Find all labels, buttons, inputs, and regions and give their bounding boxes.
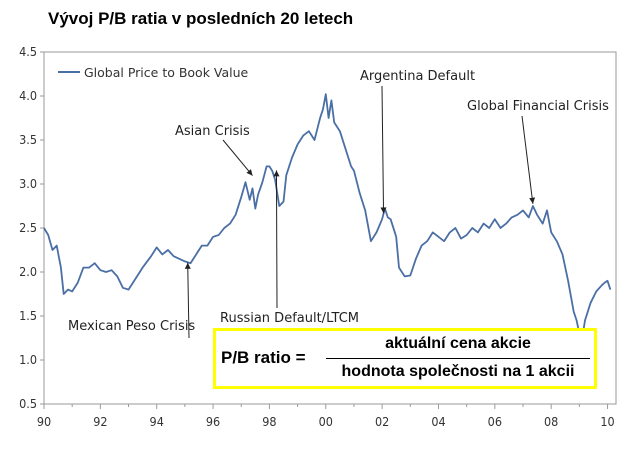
x-axis: 90 92 94 96 98 00 02 04 06 08 10 <box>37 404 615 429</box>
x-tick-label: 92 <box>93 414 107 429</box>
annotation-arrowhead <box>529 197 536 204</box>
formula-denominator: hodnota společnosti na 1 akcii <box>341 363 575 380</box>
annotation-arrowhead <box>273 170 280 177</box>
formula-numerator: aktuální cena akcie <box>385 335 531 352</box>
x-tick-label: 98 <box>262 414 276 429</box>
y-tick-label: 4.5 <box>19 44 37 59</box>
formula-fraction-bar <box>326 358 590 359</box>
annotation-label: Mexican Peso Crisis <box>68 319 195 334</box>
annotation-arrowhead <box>246 169 253 176</box>
annotation-label: Global Financial Crisis <box>467 99 609 114</box>
y-tick-label: 2.5 <box>19 220 37 235</box>
legend-label: Global Price to Book Value <box>84 65 249 80</box>
x-tick-label: 96 <box>206 414 220 429</box>
annotation-label: Argentina Default <box>360 69 475 84</box>
y-tick-label: 3.0 <box>19 176 37 191</box>
formula-left: P/B ratio = <box>221 348 306 367</box>
x-tick-label: 00 <box>319 414 333 429</box>
series-line-global-price-to-book-value <box>43 93 612 339</box>
annotation-arrow <box>275 170 278 309</box>
annotation-label: Asian Crisis <box>175 124 250 139</box>
annotation-arrowhead <box>184 262 191 269</box>
y-tick-label: 1.0 <box>19 352 37 367</box>
x-tick-label: 90 <box>37 414 51 429</box>
y-tick-label: 1.5 <box>19 308 37 323</box>
chart-title: Vývoj P/B ratia v posledních 20 letech <box>48 9 354 28</box>
y-tick-label: 4.0 <box>19 88 37 103</box>
x-tick-label: 10 <box>600 414 614 429</box>
legend: Global Price to Book Value <box>58 65 249 80</box>
x-tick-label: 06 <box>488 414 502 429</box>
x-tick-label: 08 <box>544 414 558 429</box>
x-tick-label: 04 <box>431 414 445 429</box>
annotations: Asian Crisis Argentina Default Global Fina… <box>68 69 609 339</box>
annotation-arrow <box>521 115 534 204</box>
y-tick-label: 3.5 <box>19 132 37 147</box>
annotation-arrow <box>222 139 253 176</box>
y-axis: 4.5 4.0 3.5 3.0 2.5 2.0 1.5 1.0 0.5 <box>19 44 44 411</box>
annotation-arrow <box>187 262 190 339</box>
pb-ratio-formula-box: P/B ratio = aktuální cena akcie hodnota … <box>213 328 597 389</box>
y-tick-label: 2.0 <box>19 264 37 279</box>
annotation-arrowhead <box>380 207 387 214</box>
x-tick-label: 02 <box>375 414 389 429</box>
x-tick-label: 94 <box>150 414 164 429</box>
annotation-arrow <box>381 85 385 214</box>
annotation-label: Russian Default/LTCM <box>220 311 359 326</box>
y-tick-label: 0.5 <box>19 396 37 411</box>
